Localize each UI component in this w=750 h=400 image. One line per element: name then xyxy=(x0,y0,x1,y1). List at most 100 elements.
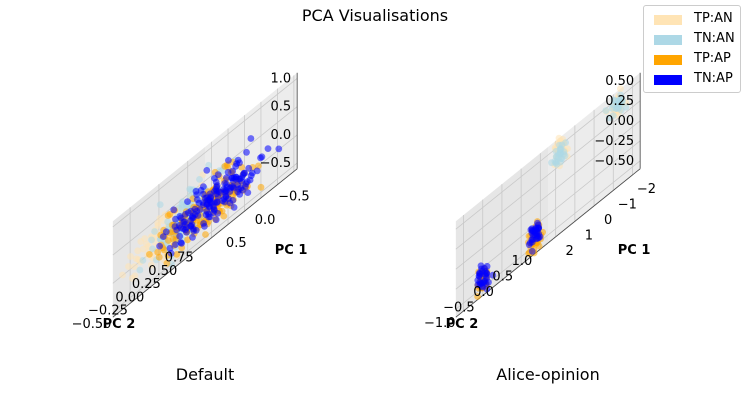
grid-line xyxy=(455,174,549,250)
scatter-point xyxy=(475,272,483,280)
scatter-point xyxy=(246,176,254,184)
x-axis-title: PC 1 xyxy=(618,243,651,258)
scatter-point xyxy=(525,241,533,249)
scatter-point xyxy=(176,213,184,220)
x-axis-title: PC 1 xyxy=(275,243,308,258)
legend-label-tp-an: TP:AN xyxy=(694,11,733,26)
legend-swatch-tp-ap xyxy=(654,55,682,65)
figure-title: PCA Visualisations xyxy=(301,6,449,25)
scatter-point xyxy=(203,167,211,174)
grid-line xyxy=(204,162,298,238)
z-tick-label: 0.25 xyxy=(605,94,634,109)
scatter-point xyxy=(226,184,234,192)
scatter-point xyxy=(196,206,204,213)
scatter-point xyxy=(556,145,564,153)
scatter-point xyxy=(156,215,164,222)
scatter-point xyxy=(182,210,189,218)
legend: TP:AN TN:AN TP:AP TN:AP xyxy=(643,5,741,93)
scatter-point xyxy=(177,239,185,246)
scatter-point xyxy=(225,157,232,164)
scatter-point xyxy=(214,209,222,217)
scatter-point xyxy=(535,224,543,232)
x-tick-label: 1 xyxy=(585,228,593,243)
legend-swatch-tp-an xyxy=(654,15,682,25)
scatter-point xyxy=(560,150,568,158)
scatter-point xyxy=(163,259,171,267)
scatter-point xyxy=(162,228,170,236)
scatter-point xyxy=(154,248,162,256)
scatter-point xyxy=(253,167,261,175)
y-tick-label: 0.5 xyxy=(492,270,513,285)
scatter-point xyxy=(147,261,155,269)
scatter-point xyxy=(173,251,181,258)
scatter-point xyxy=(224,168,232,176)
x-tick-label: −2 xyxy=(637,182,656,197)
scatter-point xyxy=(148,236,156,244)
scatter-point xyxy=(244,189,252,197)
x-tick-label: −1 xyxy=(618,197,637,212)
scatter-point xyxy=(614,99,622,107)
z-tick-label: 1.0 xyxy=(270,71,291,86)
scatter-point xyxy=(243,148,250,156)
scatter-point xyxy=(167,249,175,257)
scatter-point xyxy=(125,263,132,270)
grid-line xyxy=(455,154,549,230)
y-tick-label: 0.50 xyxy=(148,264,177,279)
scatter-point xyxy=(196,176,203,183)
grid-line xyxy=(112,152,206,228)
scatter-point xyxy=(164,212,172,220)
scatter-point xyxy=(212,186,220,193)
x-tick-label: 2 xyxy=(566,244,574,259)
scatter-point xyxy=(203,194,211,202)
y-tick-label: −0.5 xyxy=(443,301,475,316)
scatter-point xyxy=(202,231,209,238)
scatter-point xyxy=(139,257,147,264)
scatter-point xyxy=(200,220,208,227)
scatter-point xyxy=(200,183,207,191)
scatter-point xyxy=(187,222,195,230)
scatter-point xyxy=(151,228,159,235)
subplot-title-alice-opinion: Alice-opinion xyxy=(496,365,600,384)
scatter-point xyxy=(192,226,200,234)
y-tick-label: 0.25 xyxy=(132,277,161,292)
legend-label-tp-ap: TP:AP xyxy=(694,51,731,66)
scatter-point xyxy=(193,196,201,204)
scatter-point xyxy=(139,245,147,253)
grid-line xyxy=(547,140,641,216)
scatter-point xyxy=(221,198,229,206)
scatter-point xyxy=(146,251,153,258)
scatter-point xyxy=(555,134,563,142)
scatter-point xyxy=(213,199,221,207)
scatter-point xyxy=(609,112,617,119)
axis-line-x xyxy=(112,242,206,318)
scatter-point xyxy=(236,191,244,198)
z-tick-label: 0.5 xyxy=(270,100,291,115)
x-tick-label: 0.0 xyxy=(255,213,276,228)
z-tick-label: 0.0 xyxy=(270,128,291,143)
legend-label-tn-ap: TN:AP xyxy=(694,71,733,86)
scatter-point xyxy=(156,201,164,209)
z-tick-label: 0.50 xyxy=(605,74,634,89)
y-tick-label: 0.0 xyxy=(473,285,494,300)
scatter-point xyxy=(134,247,142,255)
scatter-point xyxy=(172,241,179,249)
scatter-point xyxy=(528,247,536,255)
axis-line-y xyxy=(547,168,641,244)
scatter-point xyxy=(247,135,255,142)
scatter-point xyxy=(529,232,537,239)
scatter-point xyxy=(137,238,145,245)
scatter-point xyxy=(223,174,230,182)
scatter-point xyxy=(239,171,247,179)
scatter-point xyxy=(483,285,491,293)
scatter-point xyxy=(220,212,228,220)
y-axis-title: PC 2 xyxy=(103,317,136,332)
scatter-point xyxy=(617,85,624,93)
scatter-point xyxy=(226,199,234,207)
legend-label-tn-an: TN:AN xyxy=(694,31,735,46)
scatter-point xyxy=(214,171,222,179)
scatter-point xyxy=(230,204,238,211)
scatter-point xyxy=(149,245,156,253)
scatter-point xyxy=(483,269,490,277)
scatter-point xyxy=(264,145,272,153)
